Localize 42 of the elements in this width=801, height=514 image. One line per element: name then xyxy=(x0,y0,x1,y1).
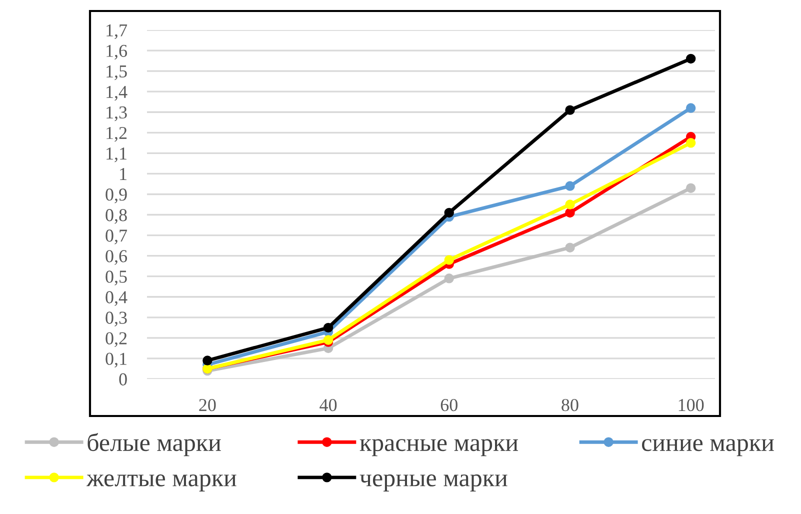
y-tick-label: 0,1 xyxy=(106,352,126,368)
point xyxy=(686,183,696,193)
legend-label: черные марки xyxy=(360,474,508,492)
point xyxy=(323,322,334,333)
y-tick-label: 0,3 xyxy=(106,312,127,326)
legend-label: белые марки xyxy=(88,432,221,456)
y-tick-label: 0,2 xyxy=(106,332,127,347)
y-tick-label: 0,6 xyxy=(106,250,128,265)
y-tick-label: 1,1 xyxy=(106,148,126,162)
point xyxy=(565,242,575,252)
legend-label: красные марки xyxy=(360,439,518,456)
point xyxy=(565,105,575,115)
point xyxy=(202,356,212,366)
legend-label: желтые марки xyxy=(86,474,236,492)
point xyxy=(686,138,696,148)
point xyxy=(444,255,454,265)
point xyxy=(686,54,696,64)
x-tick-label: 60 xyxy=(440,398,458,412)
x-tick-label: 80 xyxy=(562,398,578,412)
y-tick-label: 0,5 xyxy=(106,270,127,286)
y-tick-label: 0,7 xyxy=(106,230,128,244)
y-tick-label: 0 xyxy=(119,373,127,386)
x-tick-label: 100 xyxy=(678,398,704,412)
y-tick-label: 1,5 xyxy=(106,65,127,80)
point xyxy=(565,208,575,218)
y-tick-label: 0,4 xyxy=(106,291,128,306)
point xyxy=(565,181,575,191)
point xyxy=(444,208,454,218)
legend-label: синие марки xyxy=(642,439,774,456)
y-tick-label: 1,2 xyxy=(106,126,127,142)
point xyxy=(444,274,454,284)
y-tick-label: 1,4 xyxy=(106,86,128,101)
y-tick-label: 1,7 xyxy=(106,24,128,40)
point xyxy=(565,200,575,210)
y-tick-label: 1,3 xyxy=(106,106,127,122)
y-tick-label: 1 xyxy=(120,168,126,180)
x-tick-label: 20 xyxy=(199,398,216,412)
y-tick-label: 0,8 xyxy=(106,209,127,224)
y-tick-label: 0,9 xyxy=(106,188,127,204)
x-tick-label: 40 xyxy=(320,398,337,412)
point xyxy=(686,103,696,113)
y-tick-label: 1,6 xyxy=(106,44,128,60)
